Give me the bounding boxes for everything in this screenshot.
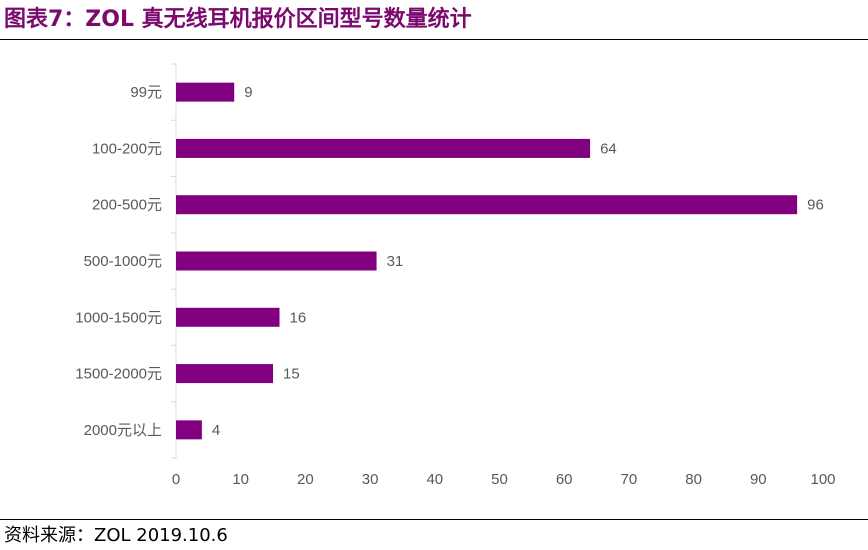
bar [176,195,798,215]
y-tick-label: 2000元以上 [84,422,162,439]
data-label: 9 [244,84,252,101]
y-tick-label: 200-500元 [92,197,162,214]
x-tick-label: 20 [297,471,314,488]
x-tick-label: 0 [172,471,180,488]
y-tick-label: 1000-1500元 [75,309,162,326]
x-tick-label: 10 [232,471,249,488]
source-note: 资料来源：ZOL 2019.10.6 [4,525,228,546]
x-tick-label: 80 [685,471,702,488]
y-tick-label: 100-200元 [92,140,162,157]
bar-chart: 0 10 20 30 40 50 60 70 80 90 100 99元 100-200元 200-500… [75,63,836,488]
x-tick-label: 70 [621,471,638,488]
data-label: 16 [290,309,307,326]
bar-layer: 9 64 96 31 16 15 4 [176,82,824,440]
bar [176,364,274,384]
x-tick-label: 90 [750,471,767,488]
bar [176,307,280,327]
title-divider [0,39,868,40]
bar [176,138,591,158]
figure-title: 图表7：ZOL 真无线耳机报价区间型号数量统计 [4,7,472,32]
data-label: 64 [600,140,617,157]
bar [176,82,235,102]
x-tick-label: 50 [491,471,508,488]
y-tick-label: 1500-2000元 [75,366,162,383]
axis-layer: 0 10 20 30 40 50 60 70 80 90 100 99元 100-200元 200-500… [75,63,836,488]
x-tick-label: 30 [362,471,379,488]
bar [176,420,202,440]
data-label: 4 [212,422,220,439]
x-tick-label: 60 [556,471,573,488]
bar [176,251,377,271]
data-label: 96 [807,197,824,214]
x-tick-label: 40 [426,471,443,488]
data-label: 15 [283,366,300,383]
data-label: 31 [387,253,404,270]
y-tick-label: 99元 [130,84,162,101]
y-tick-label: 500-1000元 [84,253,162,270]
source-divider [0,519,868,520]
x-tick-label: 100 [810,471,835,488]
